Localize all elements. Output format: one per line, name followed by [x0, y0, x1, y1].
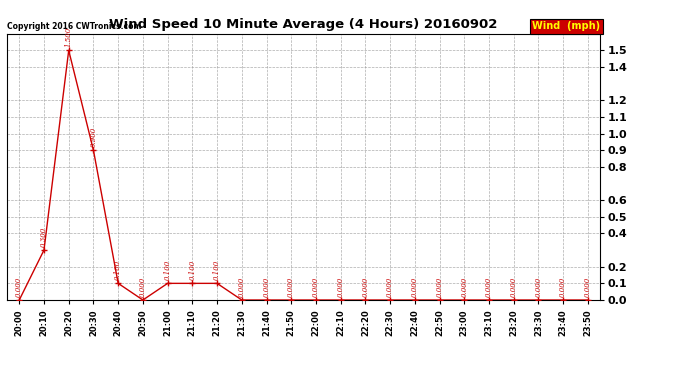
Text: Copyright 2016 CWTronics.com: Copyright 2016 CWTronics.com: [7, 22, 141, 31]
Text: 0.100: 0.100: [114, 260, 122, 280]
Text: 0.000: 0.000: [535, 276, 542, 297]
Text: 0.100: 0.100: [188, 260, 197, 280]
Text: 0.300: 0.300: [40, 226, 48, 247]
Text: 0.000: 0.000: [559, 276, 567, 297]
Text: 0.000: 0.000: [386, 276, 394, 297]
Text: 0.000: 0.000: [139, 276, 147, 297]
Text: 0.000: 0.000: [411, 276, 419, 297]
Text: 0.000: 0.000: [510, 276, 518, 297]
Text: 0.000: 0.000: [337, 276, 345, 297]
Text: 0.000: 0.000: [262, 276, 270, 297]
Text: 0.100: 0.100: [213, 260, 221, 280]
Text: 0.000: 0.000: [238, 276, 246, 297]
Text: 0.000: 0.000: [460, 276, 469, 297]
Text: 0.000: 0.000: [312, 276, 320, 297]
Text: 1.500: 1.500: [65, 27, 72, 47]
Text: 0.000: 0.000: [287, 276, 295, 297]
Text: 0.900: 0.900: [90, 127, 97, 147]
Text: 0.000: 0.000: [584, 276, 592, 297]
Title: Wind Speed 10 Minute Average (4 Hours) 20160902: Wind Speed 10 Minute Average (4 Hours) 2…: [110, 18, 497, 31]
Text: 0.000: 0.000: [435, 276, 444, 297]
Text: 0.000: 0.000: [362, 276, 369, 297]
Text: Wind  (mph): Wind (mph): [532, 21, 600, 31]
Text: 0.000: 0.000: [485, 276, 493, 297]
Text: 0.100: 0.100: [164, 260, 172, 280]
Text: 0.000: 0.000: [15, 276, 23, 297]
